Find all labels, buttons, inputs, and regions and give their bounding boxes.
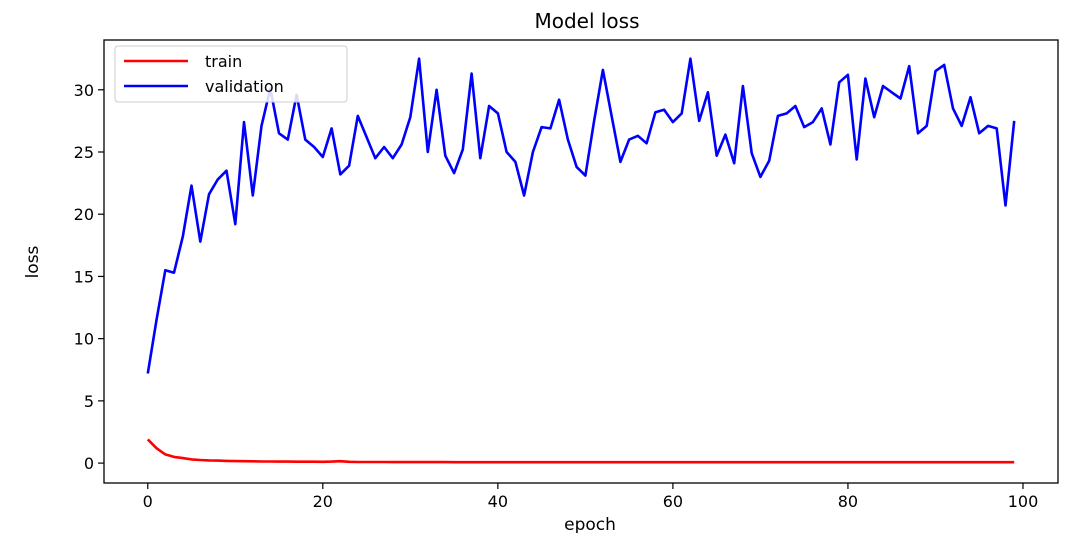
y-tick-label: 0: [84, 454, 94, 473]
y-tick-label: 5: [84, 392, 94, 411]
series-line-train: [146, 438, 1015, 464]
legend-label-train: train: [205, 52, 242, 71]
y-tick-label: 25: [74, 143, 94, 162]
y-tick-label: 15: [74, 267, 94, 286]
series-lines: [146, 57, 1016, 464]
chart-title: Model loss: [534, 9, 639, 33]
y-tick-label: 30: [74, 81, 94, 100]
y-tick-label: 10: [74, 330, 94, 349]
x-tick-label: 0: [143, 492, 153, 511]
plot-area: [103, 39, 1059, 484]
y-axis-label: loss: [23, 245, 43, 278]
x-tick-label: 60: [663, 492, 683, 511]
y-tick-label: 20: [74, 205, 94, 224]
series-line-validation: [146, 57, 1016, 374]
x-axis: 0 20 40 60 80 100: [143, 483, 1039, 511]
legend: train validation: [114, 45, 348, 103]
x-tick-label: 80: [838, 492, 858, 511]
x-tick-label: 20: [313, 492, 333, 511]
x-axis-label: epoch: [564, 515, 616, 533]
x-tick-label: 40: [488, 492, 508, 511]
x-tick-label: 100: [1008, 492, 1039, 511]
legend-label-validation: validation: [205, 77, 284, 96]
y-axis: 0 5 10 15 20 25 30: [74, 81, 104, 473]
